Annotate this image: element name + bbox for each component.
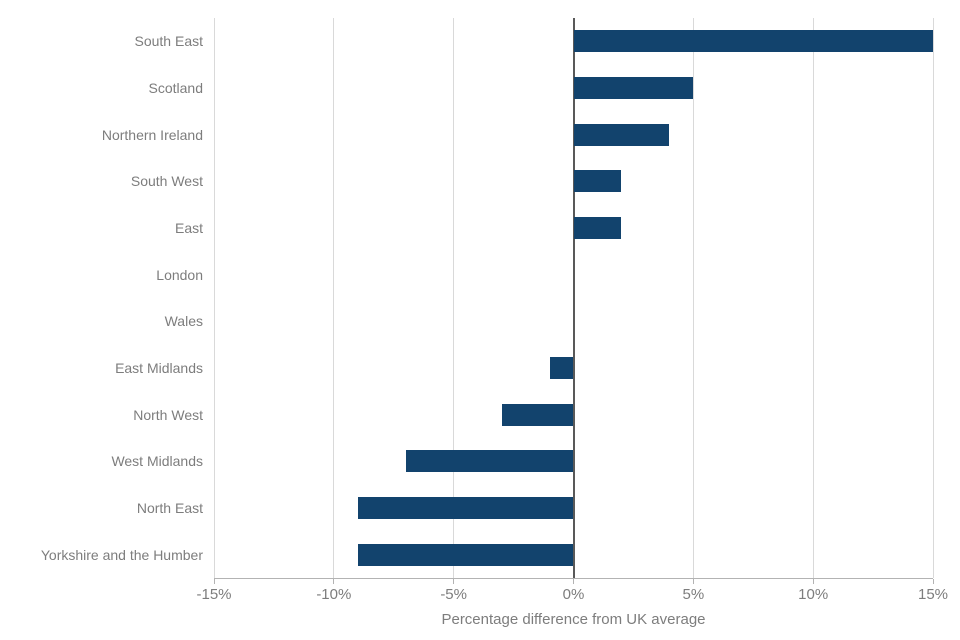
category-label: North East bbox=[136, 500, 203, 516]
bar-scotland bbox=[573, 77, 694, 99]
category-label: South West bbox=[130, 173, 203, 190]
gridline bbox=[812, 18, 814, 578]
x-tick-label: 15% bbox=[917, 586, 949, 603]
category-label: London bbox=[156, 266, 203, 283]
x-tick-label: -5% bbox=[440, 586, 467, 603]
category-label: Yorkshire and the Humber bbox=[40, 546, 203, 563]
x-tick-mark bbox=[692, 579, 694, 584]
gridline bbox=[932, 18, 934, 578]
x-tick-label: -15% bbox=[196, 586, 232, 603]
zero-baseline bbox=[572, 18, 575, 578]
gridline bbox=[333, 18, 335, 578]
x-tick-label: 10% bbox=[798, 586, 829, 603]
x-axis-title: Percentage difference from UK average bbox=[441, 611, 706, 628]
x-tick-mark bbox=[333, 579, 335, 584]
x-tick-mark bbox=[573, 579, 574, 584]
category-label: East Midlands bbox=[115, 360, 203, 376]
gridline bbox=[453, 18, 455, 578]
x-tick-mark bbox=[453, 579, 455, 584]
bar-west-midlands bbox=[405, 450, 574, 473]
x-tick-mark bbox=[213, 579, 215, 584]
bar-east bbox=[573, 217, 622, 239]
bar-north-east bbox=[357, 497, 574, 519]
category-label: Wales bbox=[164, 313, 203, 330]
category-label: West Midlands bbox=[111, 453, 203, 470]
gridline bbox=[213, 18, 215, 578]
plot-area bbox=[213, 18, 934, 579]
gridline bbox=[692, 18, 694, 578]
bar-north-west bbox=[501, 403, 574, 426]
x-tick-label: 5% bbox=[682, 586, 705, 603]
bar-south-west bbox=[573, 170, 622, 193]
bar-south-east bbox=[573, 30, 933, 53]
category-label: North West bbox=[133, 406, 203, 423]
bar-northern-ireland bbox=[573, 123, 670, 146]
x-tick-label: 0% bbox=[562, 586, 585, 603]
bar-yorkshire-and-the-humber bbox=[357, 543, 574, 566]
bar-east-midlands bbox=[549, 357, 574, 379]
category-label: East bbox=[174, 220, 203, 236]
x-tick-mark bbox=[812, 579, 814, 584]
category-label: South East bbox=[134, 33, 204, 50]
category-label: Northern Ireland bbox=[101, 126, 203, 143]
x-tick-label: -10% bbox=[316, 586, 352, 603]
category-label: Scotland bbox=[148, 80, 203, 96]
x-tick-mark bbox=[932, 579, 934, 584]
